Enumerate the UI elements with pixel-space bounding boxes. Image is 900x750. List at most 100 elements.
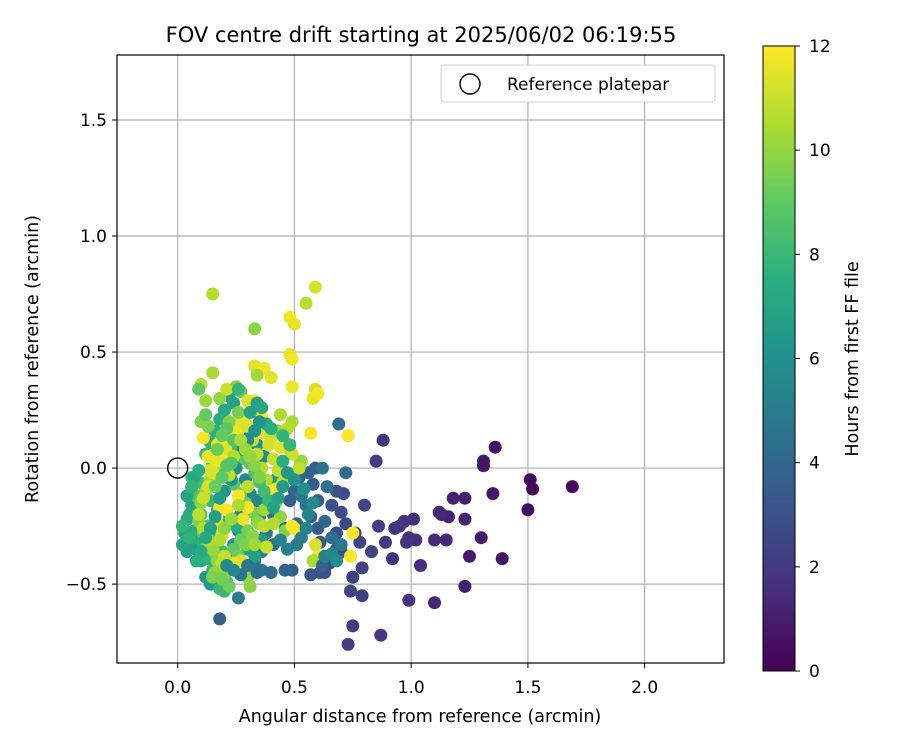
data-point bbox=[196, 491, 210, 505]
data-point bbox=[231, 498, 245, 512]
data-point bbox=[344, 584, 357, 598]
data-point bbox=[215, 429, 229, 443]
data-point bbox=[463, 549, 476, 563]
data-point bbox=[428, 533, 441, 547]
data-point bbox=[250, 368, 264, 382]
data-point bbox=[526, 482, 540, 496]
data-point bbox=[231, 405, 245, 419]
data-point bbox=[446, 491, 460, 505]
data-point bbox=[346, 526, 360, 540]
x-axis-ticks: 0.0 0.5 1.0 1.5 2.0 bbox=[164, 663, 658, 698]
data-point bbox=[252, 470, 266, 484]
data-point bbox=[208, 510, 222, 524]
data-point bbox=[210, 443, 224, 456]
data-point bbox=[374, 628, 388, 642]
x-tick-label: 0.0 bbox=[164, 678, 191, 698]
data-point bbox=[278, 563, 292, 577]
data-point bbox=[287, 521, 301, 535]
data-point bbox=[285, 352, 299, 366]
data-point bbox=[266, 501, 280, 514]
data-point bbox=[344, 549, 357, 563]
colorbar-tick-label: 4 bbox=[809, 454, 820, 474]
data-point bbox=[325, 498, 339, 512]
data-point bbox=[203, 463, 217, 477]
data-point bbox=[213, 491, 227, 505]
data-point bbox=[248, 549, 262, 563]
data-point bbox=[308, 280, 322, 294]
data-point bbox=[213, 612, 227, 626]
data-point bbox=[304, 426, 318, 440]
data-point bbox=[248, 538, 262, 552]
data-point bbox=[201, 450, 215, 463]
y-tick-label: −0.5 bbox=[66, 575, 107, 595]
data-point bbox=[386, 552, 399, 566]
data-point bbox=[477, 459, 490, 473]
colorbar-gradient bbox=[762, 45, 796, 672]
data-point bbox=[182, 508, 196, 521]
legend-reference-marker bbox=[459, 73, 481, 95]
colorbar-tick-label: 2 bbox=[809, 558, 820, 578]
data-point bbox=[192, 463, 206, 477]
data-point bbox=[208, 480, 222, 494]
data-point bbox=[206, 287, 220, 301]
data-point bbox=[192, 382, 206, 396]
data-point bbox=[355, 561, 369, 575]
data-point bbox=[402, 593, 416, 607]
data-point bbox=[341, 429, 355, 443]
data-point bbox=[339, 517, 353, 531]
colorbar-tick-label: 8 bbox=[809, 245, 820, 265]
data-point bbox=[325, 531, 339, 545]
data-point bbox=[318, 514, 332, 528]
data-point bbox=[330, 554, 343, 568]
data-point bbox=[231, 591, 245, 605]
data-point bbox=[365, 545, 378, 559]
data-point bbox=[241, 559, 255, 572]
legend-box bbox=[440, 64, 716, 103]
data-point bbox=[486, 487, 500, 501]
x-tick-label: 0.5 bbox=[281, 678, 308, 698]
y-tick-label: 1.0 bbox=[80, 227, 107, 247]
data-point bbox=[236, 512, 250, 526]
data-point bbox=[224, 512, 238, 526]
data-point bbox=[199, 531, 213, 545]
y-axis-ticks: −0.5 0.0 0.5 1.0 1.5 bbox=[66, 111, 117, 595]
data-point bbox=[474, 531, 488, 545]
data-point bbox=[250, 566, 264, 579]
data-point bbox=[299, 296, 313, 310]
data-point bbox=[189, 554, 203, 568]
data-point bbox=[439, 533, 453, 547]
data-point bbox=[224, 456, 238, 470]
data-point bbox=[432, 505, 446, 519]
data-point bbox=[213, 533, 227, 547]
data-point bbox=[248, 322, 262, 336]
x-axis-label: Angular distance from reference (arcmin) bbox=[239, 707, 602, 727]
data-point bbox=[428, 596, 441, 610]
data-point bbox=[199, 408, 213, 422]
data-point bbox=[332, 417, 346, 431]
data-point bbox=[308, 538, 322, 552]
data-point bbox=[280, 466, 294, 480]
data-point bbox=[199, 394, 213, 408]
data-point bbox=[248, 424, 262, 438]
data-point bbox=[292, 461, 306, 475]
data-point bbox=[248, 459, 262, 473]
data-point bbox=[565, 480, 579, 494]
data-point bbox=[414, 559, 427, 572]
colorbar-tick-label: 10 bbox=[809, 141, 831, 161]
data-points bbox=[175, 280, 579, 651]
data-point bbox=[231, 489, 245, 503]
data-point bbox=[196, 431, 210, 445]
data-point bbox=[276, 480, 290, 494]
colorbar-ticks: 0 2 4 6 8 10 12 bbox=[795, 37, 831, 682]
data-point bbox=[266, 517, 280, 531]
data-point bbox=[315, 461, 329, 475]
data-point bbox=[220, 382, 234, 396]
data-point bbox=[185, 480, 199, 494]
colorbar-label: Hours from first FF file bbox=[843, 261, 863, 456]
data-point bbox=[192, 508, 206, 521]
colorbar-tick-label: 12 bbox=[809, 37, 831, 57]
data-point bbox=[241, 480, 255, 494]
data-point bbox=[376, 433, 390, 447]
y-tick-label: 0.5 bbox=[80, 343, 107, 363]
data-point bbox=[495, 552, 509, 566]
